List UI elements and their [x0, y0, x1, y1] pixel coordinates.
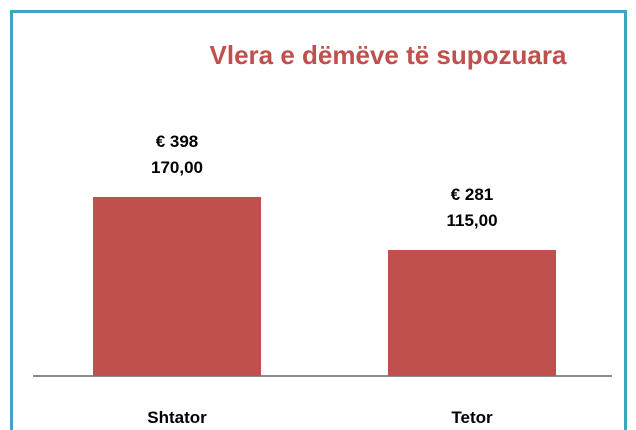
x-tick-label: Shtator [147, 408, 207, 427]
chart-title: Vlera e dëmëve të supozuara [209, 40, 567, 70]
data-label: € 281 115,00 [446, 184, 498, 230]
x-tick-label: Tetor [451, 408, 493, 427]
chart-frame [10, 10, 627, 430]
bar [93, 197, 261, 376]
bar [388, 249, 556, 376]
data-label: € 398 170,00 [151, 132, 203, 177]
x-axis [33, 375, 612, 377]
